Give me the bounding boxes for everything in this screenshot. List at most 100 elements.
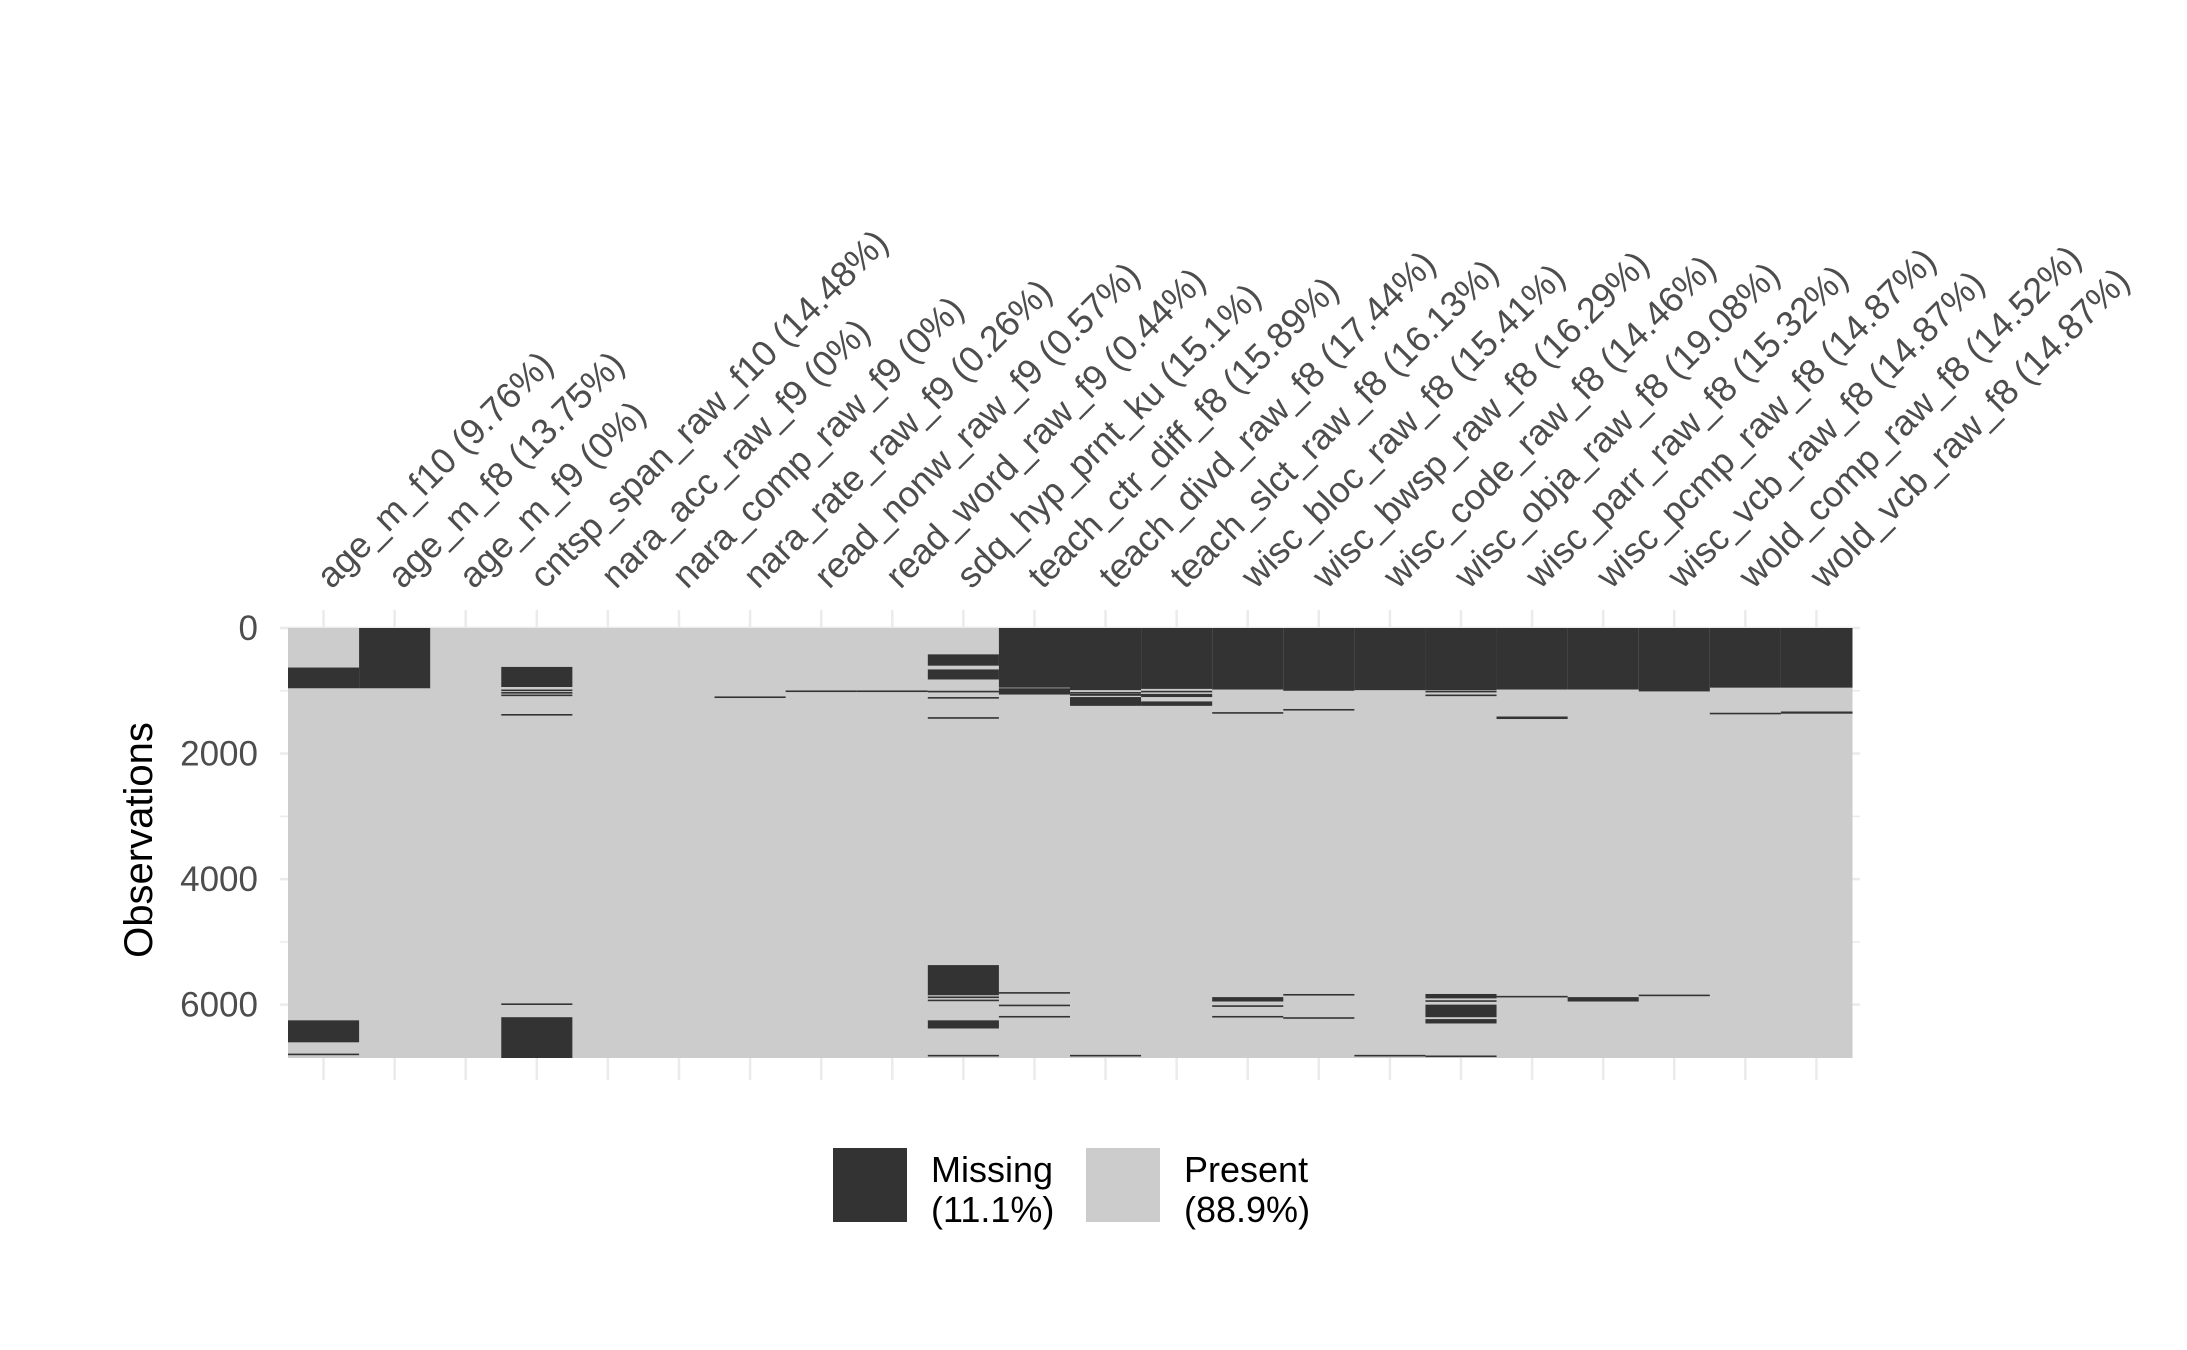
missing-segment [288,1053,360,1056]
present-column [1212,628,1284,1058]
missing-segment [501,1017,573,1058]
missing-segment [501,666,573,688]
missing-segment [998,1004,1071,1007]
missing-segment [1141,628,1213,689]
missing-segment [1425,690,1498,693]
missing-legend-percent: (11.1%) [931,1189,1054,1230]
missing-segment [1283,708,1355,711]
missing-segment [1354,1054,1426,1057]
missing-segment [927,690,1000,693]
y-axis: 0 2000 4000 6000 [180,609,258,1025]
present-legend-percent: (88.9%) [1184,1189,1310,1230]
missing-segment [1283,993,1355,996]
missing-segment [1070,693,1142,696]
missing-segment [1709,628,1782,688]
present-column [998,628,1071,1058]
present-column [501,628,573,1058]
present-column [572,628,644,1058]
missing-segment [1425,993,1498,999]
present-column [643,628,716,1058]
missing-segment [998,1015,1071,1018]
missing-segment [1496,995,1569,998]
present-column [1354,628,1426,1058]
missing-segment [927,717,1000,719]
missing-segment [1780,711,1853,714]
plot-panel [288,628,1853,1058]
missing-segment [1496,628,1569,690]
y-tick-label: 0 [239,609,258,648]
present-column [1141,628,1213,1058]
present-column [1283,628,1355,1058]
missing-segment [927,996,1000,999]
missing-segment [1709,712,1782,715]
present-column [430,628,502,1058]
missing-segment [998,688,1071,695]
missing-segment [785,690,858,693]
present-column [1496,628,1569,1058]
missing-segment [927,654,1000,666]
missing-segment [1212,1005,1284,1007]
present-legend-label: Present [1184,1149,1308,1190]
missing-segment [501,1003,573,1005]
missing-segment [927,1020,1000,1029]
present-column [714,628,787,1058]
missing-segment [927,697,1000,699]
missing-segment [1283,628,1355,691]
missing-segment [1354,628,1426,691]
present-column [1709,628,1782,1058]
missing-segment [714,696,787,699]
missing-segment [1212,628,1284,690]
missing-segment [501,689,573,692]
present-column [1780,628,1853,1058]
missing-segment [359,628,431,689]
missing-legend-label: Missing [931,1149,1053,1190]
missing-segment [1212,997,1284,1002]
present-column [288,628,360,1058]
missing-segment [1425,1000,1498,1002]
missing-segment [501,714,573,716]
present-column [856,628,929,1058]
missing-segment [1425,1004,1498,1018]
present-legend-key [1086,1148,1160,1222]
missing-segment [1141,690,1213,693]
missing-segment [288,667,360,689]
present-column [1638,628,1711,1058]
missing-segment [1425,1055,1498,1058]
missing-segment [1567,628,1640,690]
variable-labels: age_m_f10 (9.76%)age_m_f8 (13.75%)age_m_… [308,221,2137,596]
missing-segment [927,999,1000,1002]
missing-segment [1212,712,1284,714]
missing-segment [1141,701,1213,706]
y-axis-title: Observations [117,722,161,958]
missing-segment [1496,716,1569,720]
y-tick-label: 4000 [180,860,258,899]
missing-segment [1070,692,1142,694]
missing-segment [1567,997,1640,1002]
missing-segment [1425,1019,1498,1024]
missing-segment [1425,628,1498,691]
missing-segment [288,1020,360,1043]
missing-segment [856,690,929,693]
y-tick-label: 2000 [180,735,258,774]
missing-segment [1070,1054,1142,1057]
missing-segment [1141,693,1213,698]
missing-segment [1283,1017,1355,1019]
present-column [785,628,858,1058]
missing-segment [1638,994,1711,997]
missing-segment [501,692,573,694]
missing-segment [927,1054,1000,1057]
missing-segment [998,628,1071,688]
missing-segment [501,694,573,697]
missing-segment [1780,628,1853,688]
missing-segment [1070,697,1142,706]
present-column [1425,628,1498,1058]
present-column [1567,628,1640,1058]
missing-segment [1638,628,1711,692]
missing-segment [1425,694,1498,697]
missing-legend-key [833,1148,907,1222]
present-column [359,628,431,1058]
missing-segment [1070,628,1142,691]
missing-segment [927,669,1000,680]
missing-segment [998,992,1071,994]
